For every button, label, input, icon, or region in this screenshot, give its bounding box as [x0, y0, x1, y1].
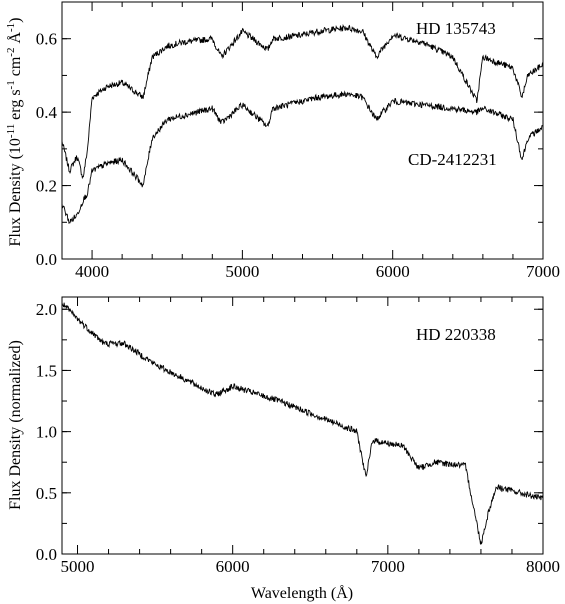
bottom-x-tick-label: 7000 — [371, 557, 405, 576]
top-series-line-2 — [61, 90, 544, 224]
top-series-group — [61, 23, 544, 224]
bottom-x-tick-label: 8000 — [526, 557, 560, 576]
bottom-x-tick-label: 6000 — [216, 557, 250, 576]
top-y-tick-label: 0.4 — [36, 103, 58, 122]
top-x-tick-label: 7000 — [526, 262, 560, 281]
annotation-cd-2412231: CD-2412231 — [408, 150, 497, 169]
annotation-hd-135743: HD 135743 — [416, 19, 496, 38]
x-axis-label: Wavelength (Å) — [251, 584, 353, 602]
top-x-tick-label: 4000 — [75, 262, 109, 281]
top-panel: 4000 5000 6000 7000 0.0 0.2 0.4 0.6 HD 135743 C… — [5, 1, 560, 281]
top-series-line-1 — [61, 23, 544, 180]
top-axis-ticks: 4000 5000 6000 7000 0.0 0.2 0.4 0.6 — [36, 2, 560, 281]
top-y-axis-label: Flux Density (10-11 erg s-1 cm-2 Å-1) — [5, 17, 24, 246]
top-plot-frame — [61, 1, 544, 260]
top-y-tick-label: 0.6 — [36, 30, 57, 49]
bottom-y-tick-label: 1.0 — [36, 423, 57, 442]
bottom-panel: 5000 6000 7000 8000 0.0 0.5 1.0 1.5 2.0 HD 22033… — [7, 296, 560, 602]
annotation-hd-220338: HD 220338 — [416, 325, 496, 344]
bottom-series-line-1 — [61, 302, 544, 545]
top-y-tick-label: 0.0 — [36, 250, 57, 269]
bottom-plot-frame — [61, 296, 544, 555]
bottom-axis-ticks: 5000 6000 7000 8000 0.0 0.5 1.0 1.5 2.0 — [36, 297, 560, 576]
bottom-series-group — [61, 302, 544, 545]
bottom-y-axis-label: Flux Density (normalized) — [7, 340, 24, 510]
top-x-tick-label: 6000 — [376, 262, 410, 281]
bottom-x-tick-label: 5000 — [61, 557, 95, 576]
top-x-tick-label: 5000 — [225, 262, 259, 281]
bottom-y-tick-label: 0.5 — [36, 484, 57, 503]
bottom-y-tick-label: 1.5 — [36, 361, 57, 380]
bottom-y-tick-label: 0.0 — [36, 545, 57, 564]
bottom-y-tick-label: 2.0 — [36, 300, 57, 319]
top-y-tick-label: 0.2 — [36, 177, 57, 196]
